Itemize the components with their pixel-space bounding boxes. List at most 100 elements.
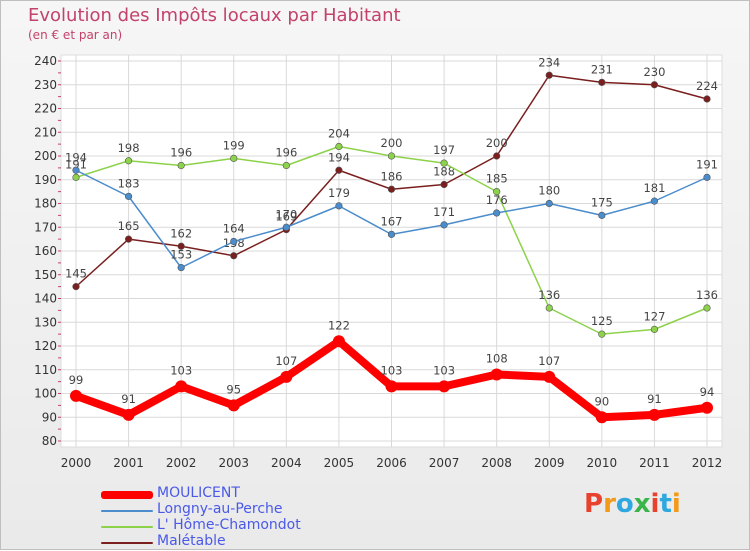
data-label: 204: [328, 127, 350, 141]
y-tick-label: 240: [34, 54, 57, 68]
data-point: [72, 173, 80, 181]
data-label: 171: [433, 205, 455, 219]
data-point: [545, 304, 553, 312]
brand-logo: Proxiti: [584, 489, 681, 519]
brand-letter: P: [584, 489, 604, 519]
data-point: [124, 235, 133, 243]
data-point: [543, 370, 556, 383]
legend-label: Malétable: [157, 533, 226, 549]
data-label: 91: [647, 392, 662, 406]
data-label: 194: [65, 150, 87, 164]
y-tick-label: 160: [34, 244, 57, 258]
data-label: 175: [591, 195, 613, 209]
x-tick-label: 2001: [113, 456, 144, 470]
data-point: [335, 166, 343, 174]
x-tick-label: 2002: [166, 456, 197, 470]
y-tick-label: 170: [34, 220, 57, 234]
data-point: [332, 335, 345, 348]
x-tick-label: 2010: [587, 456, 618, 470]
data-label: 91: [121, 392, 136, 406]
legend-swatch: [101, 526, 153, 528]
data-point: [230, 154, 238, 162]
data-point: [440, 159, 448, 167]
data-point: [701, 401, 713, 414]
data-label: 200: [381, 136, 403, 150]
data-point: [595, 411, 608, 424]
data-label: 196: [170, 146, 192, 160]
chart-subtitle: (en € et par an): [28, 28, 123, 42]
data-point: [227, 399, 240, 412]
x-tick-label: 2011: [639, 456, 670, 470]
brand-letter: i: [671, 489, 681, 519]
data-label: 194: [328, 150, 350, 164]
data-point: [177, 264, 185, 272]
y-tick-label: 190: [34, 173, 57, 187]
data-label: 200: [486, 136, 508, 150]
data-point: [545, 199, 553, 208]
data-label: 167: [381, 214, 403, 228]
data-point: [545, 71, 553, 79]
x-tick-label: 2004: [271, 456, 302, 470]
data-label: 191: [65, 157, 87, 171]
data-point: [282, 161, 290, 170]
y-tick-label: 80: [42, 434, 57, 448]
x-tick-label: 2007: [429, 456, 460, 470]
data-point: [598, 330, 606, 338]
x-tick-label: 2012: [692, 456, 723, 470]
data-point: [440, 221, 448, 229]
data-point: [440, 180, 448, 189]
data-label: 136: [538, 288, 560, 302]
x-tick-label: 2006: [376, 456, 407, 470]
data-point: [280, 370, 293, 383]
data-label: 164: [223, 222, 245, 236]
data-point: [387, 185, 396, 193]
y-tick-label: 200: [34, 149, 57, 163]
data-point: [598, 78, 606, 86]
x-tick-label: 2000: [61, 456, 92, 470]
data-label: 183: [118, 176, 140, 190]
data-point: [122, 408, 135, 421]
data-point: [598, 211, 606, 219]
data-label: 191: [696, 157, 718, 171]
data-label: 186: [381, 169, 403, 183]
data-label: 199: [223, 138, 245, 152]
y-tick-label: 100: [34, 387, 57, 401]
y-tick-label: 180: [34, 197, 57, 211]
data-label: 169: [275, 210, 297, 224]
data-label: 231: [591, 62, 613, 76]
data-point: [282, 223, 290, 231]
x-tick-label: 2008: [481, 456, 512, 470]
data-label: 179: [328, 186, 350, 200]
data-point: [124, 157, 133, 165]
y-tick-label: 90: [42, 410, 57, 424]
data-label: 196: [275, 146, 297, 160]
title-block: Evolution des Impôts locaux par Habitant…: [28, 5, 401, 42]
legend-item: Malétable: [101, 533, 361, 551]
x-tick-label: 2005: [324, 456, 355, 470]
data-label: 107: [538, 354, 560, 368]
legend-swatch: [101, 491, 153, 499]
data-label: 185: [486, 172, 508, 186]
y-tick-label: 120: [34, 339, 57, 353]
y-tick-label: 130: [34, 315, 57, 329]
data-point: [493, 188, 501, 196]
data-label: 180: [538, 184, 560, 198]
y-tick-label: 210: [34, 125, 57, 139]
data-label: 122: [328, 318, 350, 332]
y-tick-label: 140: [34, 292, 57, 306]
data-label: 224: [696, 79, 718, 93]
data-label: 103: [433, 363, 455, 377]
data-point: [490, 368, 503, 381]
data-point: [70, 389, 82, 402]
legend: MOULICENT Longny-au-Perche L' Hôme-Chamond…: [101, 485, 361, 551]
data-point: [175, 380, 188, 393]
legend-item: L' Hôme-Chamondot: [101, 517, 361, 535]
x-tick-label: 2003: [218, 456, 249, 470]
y-tick-label: 220: [34, 102, 57, 116]
data-point: [72, 283, 80, 291]
data-point: [703, 95, 711, 103]
data-label: 94: [700, 385, 715, 399]
legend-item: MOULICENT: [101, 485, 361, 503]
data-label: 170: [275, 207, 297, 221]
